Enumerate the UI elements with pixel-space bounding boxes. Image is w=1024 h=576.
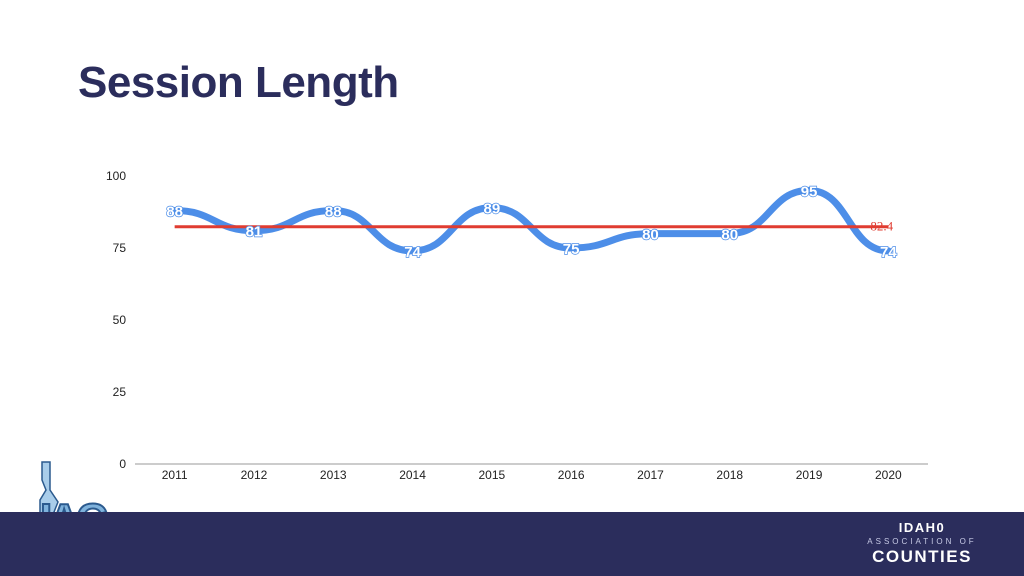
- x-tick-label: 2015: [478, 468, 505, 482]
- data-label: 89: [484, 201, 501, 218]
- reference-line-label: 82.4: [870, 219, 893, 234]
- data-label: 75: [563, 241, 580, 258]
- y-axis: 0 25 50 75 100: [106, 169, 126, 471]
- series-line: [171, 186, 892, 255]
- x-axis: 2011 2012 2013 2014 2015 2016 2017 2018 2019 2020: [162, 468, 902, 482]
- footer-bar: [0, 512, 1024, 576]
- org-name-line-3: COUNTIES: [872, 547, 972, 566]
- x-tick-label: 2020: [875, 468, 902, 482]
- data-label: 74: [404, 244, 421, 261]
- x-tick-label: 2013: [320, 468, 347, 482]
- page-title: Session Length: [78, 58, 399, 107]
- org-name-line-1: IDAH0: [898, 520, 946, 535]
- y-tick-label: 0: [119, 457, 126, 471]
- x-tick-label: 2016: [558, 468, 585, 482]
- data-label: 80: [642, 227, 659, 244]
- y-tick-label: 25: [113, 385, 127, 399]
- data-label: 88: [166, 204, 183, 221]
- data-label: 74: [880, 244, 897, 261]
- x-tick-label: 2018: [716, 468, 743, 482]
- data-labels: 88 81 88 74 89 75 80 80 95 74: [166, 183, 898, 262]
- x-tick-label: 2012: [241, 468, 268, 482]
- x-tick-label: 2019: [796, 468, 823, 482]
- data-label: 80: [721, 227, 738, 244]
- y-tick-label: 50: [113, 313, 127, 327]
- x-tick-label: 2017: [637, 468, 664, 482]
- data-label: 88: [325, 204, 342, 221]
- org-name: IDAH0 ASSOCIATION OF COUNTIES: [855, 520, 989, 566]
- x-tick-label: 2011: [162, 468, 188, 482]
- org-name-line-2: ASSOCIATION OF: [867, 537, 977, 546]
- data-label: 81: [246, 224, 263, 241]
- data-label: 95: [801, 183, 818, 200]
- y-tick-label: 75: [113, 241, 127, 255]
- y-tick-label: 100: [106, 169, 126, 183]
- x-tick-label: 2014: [399, 468, 426, 482]
